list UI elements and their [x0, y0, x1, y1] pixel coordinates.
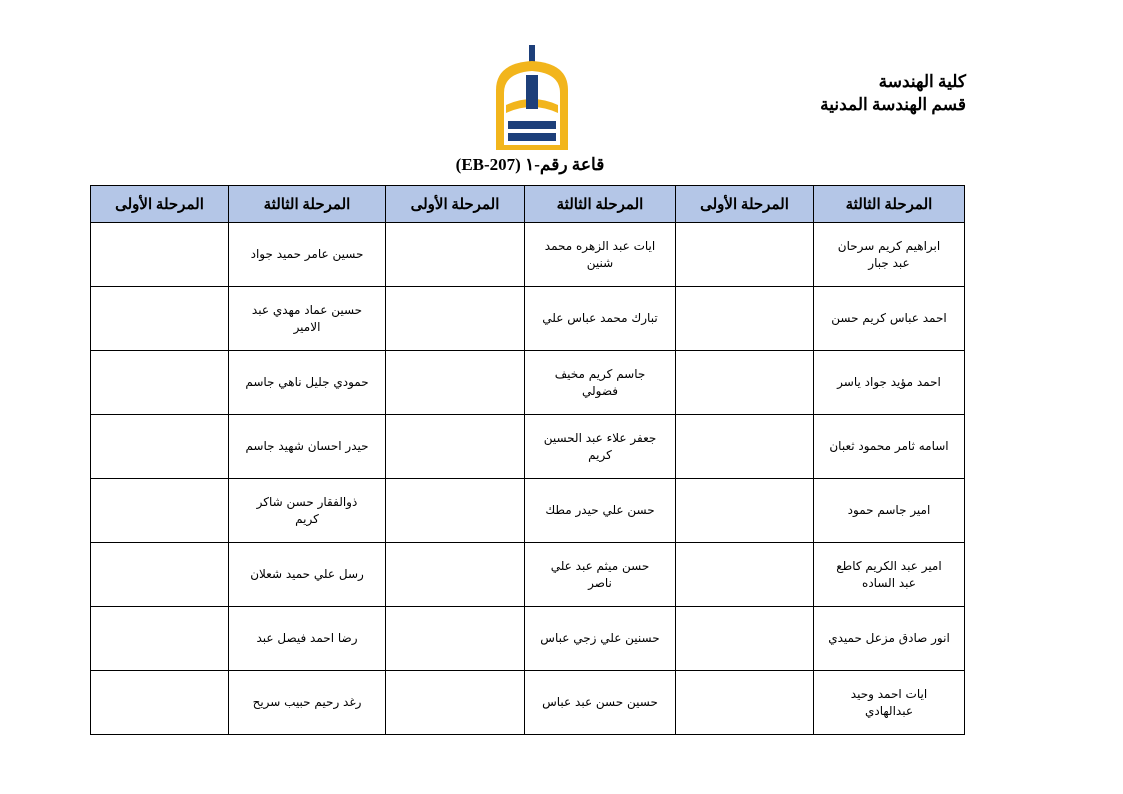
table-row: ايات احمد وحيد عبدالهادي حسين حسن عبد عبا… [90, 670, 965, 735]
empty-cell [90, 478, 229, 543]
student-name-cell: رسل علي حميد شعلان [228, 542, 386, 607]
column-header: المرحلة الأولى [385, 185, 525, 223]
empty-cell [90, 286, 229, 351]
student-name-cell: حمودي جليل ناهي جاسم [228, 350, 386, 415]
empty-cell [385, 670, 525, 735]
table-row: احمد مؤيد جواد ياسر جاسم كريم مخيف فضولي ح… [90, 350, 965, 415]
student-name-cell: تبارك محمد عباس علي [524, 286, 676, 351]
empty-cell [385, 414, 525, 479]
empty-cell [385, 286, 525, 351]
department-name: قسم الهندسة المدنية [820, 95, 966, 114]
student-name-cell: حيدر احسان شهيد جاسم [228, 414, 386, 479]
table-row: اسامه ثامر محمود ثعبان جعفر علاء عبد الحس… [90, 414, 965, 479]
student-name-cell: امير جاسم حمود [813, 478, 965, 543]
room-title: قاعة رقم-١ (EB-207) [455, 155, 605, 174]
student-name-cell: انور صادق مزعل حميدي [813, 606, 965, 671]
column-header: المرحلة الأولى [90, 185, 229, 223]
student-name-cell: اسامه ثامر محمود ثعبان [813, 414, 965, 479]
column-header: المرحلة الثالثة [228, 185, 386, 223]
table-row: انور صادق مزعل حميدي حسنين علي زجي عباس رض… [90, 606, 965, 671]
column-header: المرحلة الثالثة [813, 185, 965, 223]
student-name-cell: ذوالفقار حسن شاكر كريم [228, 478, 386, 543]
student-name-cell: جاسم كريم مخيف فضولي [524, 350, 676, 415]
empty-cell [90, 222, 229, 287]
table-row: امير عبد الكريم كاطع عبد الساده حسن ميثم … [90, 542, 965, 607]
college-header: كلية الهندسة قسم الهندسة المدنية [820, 70, 966, 116]
student-name-cell: امير عبد الكريم كاطع عبد الساده [813, 542, 965, 607]
column-header: المرحلة الثالثة [524, 185, 676, 223]
empty-cell [675, 350, 814, 415]
student-table: المرحلة الثالثة المرحلة الأولى المرحلة الث… [90, 185, 965, 735]
empty-cell [90, 542, 229, 607]
header-row: المرحلة الثالثة المرحلة الأولى المرحلة الث… [90, 185, 965, 223]
empty-cell [90, 414, 229, 479]
table-row: احمد عباس كريم حسن تبارك محمد عباس علي حسي… [90, 286, 965, 351]
logo-script-2 [508, 133, 556, 141]
student-name-cell: رغد رحيم حبيب سريح [228, 670, 386, 735]
student-name-cell: جعفر علاء عبد الحسين كريم [524, 414, 676, 479]
student-name-cell: رضا احمد فيصل عبد [228, 606, 386, 671]
empty-cell [385, 606, 525, 671]
empty-cell [385, 350, 525, 415]
university-logo [496, 45, 568, 150]
empty-cell [675, 414, 814, 479]
student-name-cell: احمد مؤيد جواد ياسر [813, 350, 965, 415]
student-name-cell: ايات عبد الزهره محمد شنين [524, 222, 676, 287]
logo-script-1 [508, 121, 556, 129]
student-name-cell: احمد عباس كريم حسن [813, 286, 965, 351]
student-name-cell: حسن علي حيدر مطك [524, 478, 676, 543]
college-name: كلية الهندسة [878, 72, 966, 91]
column-header: المرحلة الأولى [675, 185, 814, 223]
empty-cell [90, 350, 229, 415]
logo-minaret [529, 45, 535, 67]
empty-cell [385, 478, 525, 543]
empty-cell [90, 670, 229, 735]
empty-cell [675, 478, 814, 543]
student-name-cell: حسنين علي زجي عباس [524, 606, 676, 671]
empty-cell [385, 222, 525, 287]
student-name-cell: ايات احمد وحيد عبدالهادي [813, 670, 965, 735]
empty-cell [675, 286, 814, 351]
empty-cell [675, 670, 814, 735]
table-row: امير جاسم حمود حسن علي حيدر مطك ذوالفقار ح… [90, 478, 965, 543]
table-row: ابراهيم كريم سرحان عبد جبار ايات عبد الزه… [90, 222, 965, 287]
student-name-cell: حسين عماد مهدي عبد الامير [228, 286, 386, 351]
empty-cell [675, 222, 814, 287]
logo-emblem [526, 75, 538, 109]
empty-cell [90, 606, 229, 671]
student-name-cell: ابراهيم كريم سرحان عبد جبار [813, 222, 965, 287]
empty-cell [675, 542, 814, 607]
student-name-cell: حسين عامر حميد جواد [228, 222, 386, 287]
empty-cell [385, 542, 525, 607]
empty-cell [675, 606, 814, 671]
student-name-cell: حسن ميثم عبد علي ناصر [524, 542, 676, 607]
student-name-cell: حسين حسن عبد عباس [524, 670, 676, 735]
